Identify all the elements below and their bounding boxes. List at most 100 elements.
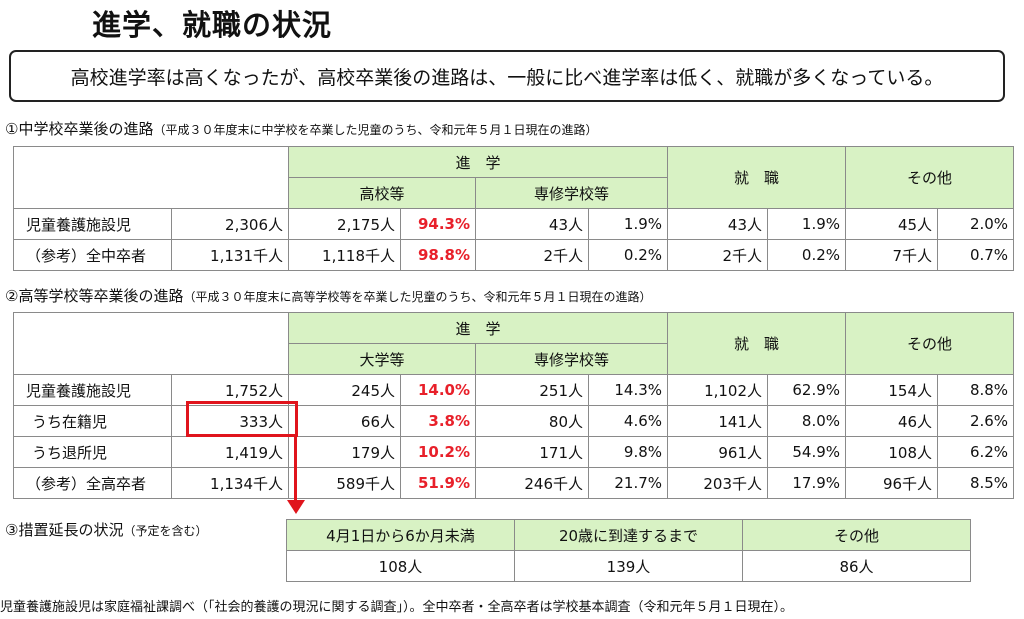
section3-heading: ③措置延長の状況 bbox=[5, 521, 124, 539]
corner-cell bbox=[13, 146, 289, 209]
cell-rate: 51.9% bbox=[400, 467, 476, 499]
table-row: （参考）全高卒者 1,134千人 589千人 51.9% 246千人 21.7%… bbox=[13, 467, 1015, 499]
header-shingaku: 進 学 bbox=[287, 146, 669, 178]
cell-count: 154人 bbox=[845, 374, 939, 406]
table-row: 108人 139人 86人 bbox=[286, 550, 971, 582]
cell-count: 46人 bbox=[845, 405, 939, 437]
cell-rate: 98.8% bbox=[400, 239, 476, 271]
header-until-20: 20歳に到達するまで bbox=[514, 519, 743, 551]
summary-text: 高校進学率は高くなったが、高校卒業後の進路は、一般に比べ進学率は低く、就職が多く… bbox=[70, 66, 944, 89]
cell-count: 7千人 bbox=[845, 239, 939, 271]
cell-rate: 3.8% bbox=[400, 405, 476, 437]
section1-note: （平成３０年度末に中学校を卒業した児童のうち、令和元年５月１日現在の進路） bbox=[153, 123, 598, 137]
section2-title: ②高等学校等卒業後の進路（平成３０年度末に高等学校等を卒業した児童のうち、令和元… bbox=[5, 285, 651, 306]
page-title: 進学、就職の状況 bbox=[92, 8, 333, 42]
junior-high-table: 進 学 就 職 その他 高校等 専修学校等 児童養護施設児 2,306人 2,1… bbox=[13, 146, 1015, 271]
row-total: 1,752人 bbox=[171, 374, 289, 406]
cell-count: 2千人 bbox=[475, 239, 589, 271]
cell-count: 179人 bbox=[288, 436, 401, 468]
cell-count: 1,102人 bbox=[667, 374, 769, 406]
cell-count: 139人 bbox=[514, 550, 743, 582]
cell-rate: 6.2% bbox=[937, 436, 1015, 468]
cell-count: 86人 bbox=[742, 550, 971, 582]
cell-count: 203千人 bbox=[667, 467, 769, 499]
corner-cell bbox=[13, 312, 289, 375]
header-high-school: 高校等 bbox=[288, 177, 476, 209]
row-total: 2,306人 bbox=[171, 208, 289, 240]
cell-rate: 14.0% bbox=[400, 374, 476, 406]
row-label: うち退所児 bbox=[13, 436, 172, 468]
header-vocational: 専修学校等 bbox=[474, 343, 669, 375]
header-other: その他 bbox=[742, 519, 971, 551]
cell-rate: 17.9% bbox=[767, 467, 847, 499]
cell-rate: 1.9% bbox=[587, 208, 669, 240]
row-label: （参考）全高卒者 bbox=[13, 467, 172, 499]
cell-rate: 9.8% bbox=[587, 436, 669, 468]
row-total: 333人 bbox=[171, 405, 289, 437]
cell-count: 589千人 bbox=[288, 467, 401, 499]
cell-count: 1,118千人 bbox=[288, 239, 401, 271]
extension-table: 4月1日から6か月未満 20歳に到達するまで その他 108人 139人 86人 bbox=[286, 519, 971, 582]
cell-rate: 21.7% bbox=[587, 467, 669, 499]
header-vocational: 専修学校等 bbox=[474, 177, 669, 209]
section2-heading: ②高等学校等卒業後の進路 bbox=[5, 287, 184, 305]
header-under-6-months: 4月1日から6か月未満 bbox=[286, 519, 515, 551]
cell-count: 961人 bbox=[667, 436, 769, 468]
section1-heading: ①中学校卒業後の進路 bbox=[5, 120, 154, 138]
row-label: 児童養護施設児 bbox=[13, 374, 172, 406]
header-university: 大学等 bbox=[288, 343, 476, 375]
section2-note: （平成３０年度末に高等学校等を卒業した児童のうち、令和元年５月１日現在の進路） bbox=[183, 290, 652, 304]
cell-rate: 14.3% bbox=[587, 374, 669, 406]
header-other: その他 bbox=[845, 312, 1015, 375]
cell-rate: 0.2% bbox=[767, 239, 847, 271]
table-row: うち在籍児 333人 66人 3.8% 80人 4.6% 141人 8.0% 4… bbox=[13, 405, 1015, 437]
high-school-table: 進 学 就 職 その他 大学等 専修学校等 児童養護施設児 1,752人 245… bbox=[13, 312, 1015, 499]
cell-rate: 10.2% bbox=[400, 436, 476, 468]
arrow-down-icon bbox=[287, 500, 305, 514]
section3-title: ③措置延長の状況（予定を含む） bbox=[5, 519, 207, 540]
cell-count: 66人 bbox=[288, 405, 401, 437]
section1-title: ①中学校卒業後の進路（平成３０年度末に中学校を卒業した児童のうち、令和元年５月１… bbox=[5, 118, 597, 139]
source-note: 児童養護施設児は家庭福祉課調べ（「社会的養護の現況に関する調査」）。全中卒者・全… bbox=[0, 600, 794, 615]
highlight-box bbox=[186, 401, 298, 437]
row-total: 1,131千人 bbox=[171, 239, 289, 271]
cell-rate: 54.9% bbox=[767, 436, 847, 468]
cell-rate: 2.0% bbox=[937, 208, 1015, 240]
cell-count: 171人 bbox=[475, 436, 589, 468]
cell-rate: 62.9% bbox=[767, 374, 847, 406]
cell-count: 45人 bbox=[845, 208, 939, 240]
cell-count: 251人 bbox=[475, 374, 589, 406]
cell-count: 96千人 bbox=[845, 467, 939, 499]
header-shushoku: 就 職 bbox=[667, 312, 847, 375]
header-shingaku: 進 学 bbox=[287, 312, 669, 344]
cell-count: 80人 bbox=[475, 405, 589, 437]
row-total: 1,419人 bbox=[171, 436, 289, 468]
cell-rate: 0.7% bbox=[937, 239, 1015, 271]
cell-rate: 4.6% bbox=[587, 405, 669, 437]
cell-rate: 94.3% bbox=[400, 208, 476, 240]
header-other: その他 bbox=[845, 146, 1015, 209]
cell-count: 43人 bbox=[667, 208, 769, 240]
cell-rate: 2.6% bbox=[937, 405, 1015, 437]
cell-rate: 8.8% bbox=[937, 374, 1015, 406]
cell-count: 108人 bbox=[845, 436, 939, 468]
table-row: （参考）全中卒者 1,131千人 1,118千人 98.8% 2千人 0.2% … bbox=[13, 239, 1015, 271]
cell-count: 141人 bbox=[667, 405, 769, 437]
cell-count: 2,175人 bbox=[288, 208, 401, 240]
section3-note: （予定を含む） bbox=[123, 524, 208, 538]
cell-count: 246千人 bbox=[475, 467, 589, 499]
cell-count: 108人 bbox=[286, 550, 515, 582]
cell-rate: 8.0% bbox=[767, 405, 847, 437]
header-shushoku: 就 職 bbox=[667, 146, 847, 209]
arrow-line bbox=[294, 437, 297, 503]
cell-count: 245人 bbox=[288, 374, 401, 406]
table-row: 児童養護施設児 1,752人 245人 14.0% 251人 14.3% 1,1… bbox=[13, 374, 1015, 406]
cell-count: 2千人 bbox=[667, 239, 769, 271]
cell-rate: 8.5% bbox=[937, 467, 1015, 499]
table-row: 児童養護施設児 2,306人 2,175人 94.3% 43人 1.9% 43人… bbox=[13, 208, 1015, 240]
cell-count: 43人 bbox=[475, 208, 589, 240]
summary-box: 高校進学率は高くなったが、高校卒業後の進路は、一般に比べ進学率は低く、就職が多く… bbox=[9, 50, 1005, 102]
cell-rate: 0.2% bbox=[587, 239, 669, 271]
row-total: 1,134千人 bbox=[171, 467, 289, 499]
row-label: うち在籍児 bbox=[13, 405, 172, 437]
